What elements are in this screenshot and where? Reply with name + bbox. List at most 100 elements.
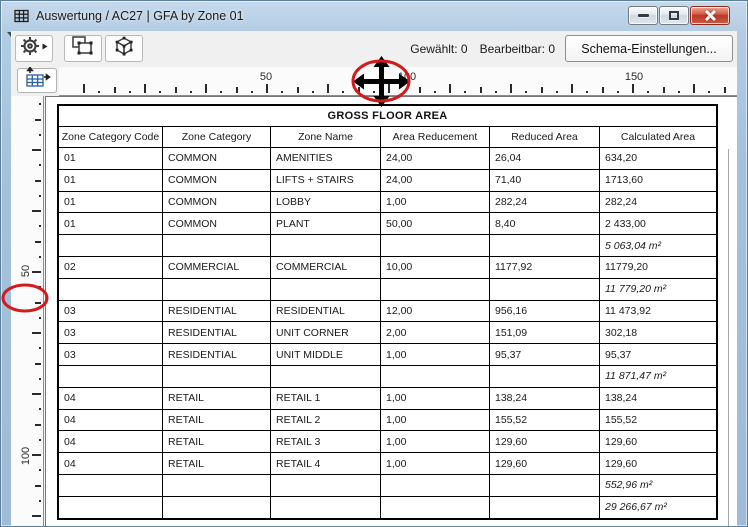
schedule-cell[interactable]: 11 779,20 m² (600, 278, 716, 300)
schedule-cell[interactable] (381, 235, 489, 256)
schedule-canvas[interactable]: GROSS FLOOR AREA Zone Category Code Zone … (45, 96, 737, 526)
schedule-cell[interactable]: 01 (59, 213, 162, 235)
schedule-cell[interactable]: COMMERCIAL (163, 256, 270, 278)
schedule-cell[interactable] (163, 496, 270, 518)
schedule-cell[interactable]: RETAIL 3 (271, 431, 380, 453)
schedule-cell[interactable] (490, 235, 599, 256)
schedule-cell[interactable]: 03 (59, 300, 162, 322)
schedule-cell[interactable]: 634,20 (600, 148, 716, 169)
schedule-cell[interactable] (59, 278, 162, 300)
schedule-cell[interactable]: 24,00 (381, 169, 489, 191)
schedule-cell[interactable]: RETAIL (163, 409, 270, 431)
minimize-button[interactable] (628, 6, 658, 25)
schedule-cell[interactable]: LIFTS + STAIRS (271, 169, 380, 191)
schedule-cell[interactable] (163, 235, 270, 256)
schedule-cell[interactable] (59, 496, 162, 518)
schedule-cell[interactable] (490, 496, 599, 518)
schedule-cell[interactable]: 24,00 (381, 148, 489, 169)
schedule-cell[interactable] (490, 474, 599, 496)
schedule-cell[interactable]: 11 871,47 m² (600, 365, 716, 387)
schedule-cell[interactable]: 155,52 (600, 409, 716, 431)
restore-button[interactable] (659, 6, 689, 25)
schedule-cell[interactable]: 04 (59, 431, 162, 453)
schedule-cell[interactable]: 11 473,92 (600, 300, 716, 322)
schedule-cell[interactable]: 04 (59, 409, 162, 431)
schedule-cell[interactable]: COMMON (163, 148, 270, 169)
schedule-cell[interactable]: 29 266,67 m² (600, 496, 716, 518)
schedule-cell[interactable]: AMENITIES (271, 148, 380, 169)
schedule-cell[interactable]: 1,00 (381, 344, 489, 365)
schedule-cell[interactable] (271, 474, 380, 496)
schedule-cell[interactable] (381, 278, 489, 300)
schedule-cell[interactable]: RETAIL 1 (271, 387, 380, 409)
schedule-cell[interactable]: 155,52 (490, 409, 599, 431)
schedule-cell[interactable]: 151,09 (490, 322, 599, 344)
schedule-cell[interactable]: RETAIL 4 (271, 453, 380, 474)
scheme-settings-menu-button[interactable] (15, 35, 53, 62)
schedule-cell[interactable] (163, 365, 270, 387)
schema-settings-button[interactable]: Schema-Einstellungen... (565, 35, 733, 62)
column-header[interactable]: Reduced Area (490, 127, 599, 147)
schedule-cell[interactable] (271, 365, 380, 387)
schedule-cell[interactable]: COMMON (163, 191, 270, 213)
schedule-cell[interactable]: COMMON (163, 169, 270, 191)
schedule-cell[interactable]: COMMERCIAL (271, 256, 380, 278)
schedule-cell[interactable]: 5 063,04 m² (600, 235, 716, 256)
vertical-ruler[interactable]: 50 100 (11, 96, 44, 526)
schedule-cell[interactable]: 138,24 (600, 387, 716, 409)
titlebar[interactable]: Auswertung / AC27 | GFA by Zone 01 (1, 1, 747, 31)
schedule-cell[interactable]: RESIDENTIAL (271, 300, 380, 322)
schedule-cell[interactable]: 8,40 (490, 213, 599, 235)
schedule-cell[interactable]: RESIDENTIAL (163, 300, 270, 322)
schedule-cell[interactable]: 03 (59, 322, 162, 344)
schedule-cell[interactable]: 04 (59, 387, 162, 409)
schedule-cell[interactable]: COMMON (163, 213, 270, 235)
schedule-cell[interactable]: 01 (59, 148, 162, 169)
schedule-cell[interactable]: 11779,20 (600, 256, 716, 278)
schedule-cell[interactable]: RETAIL (163, 431, 270, 453)
schedule-cell[interactable]: 50,00 (381, 213, 489, 235)
schedule-cell[interactable] (271, 496, 380, 518)
schedule-cell[interactable]: 2 433,00 (600, 213, 716, 235)
schedule-cell[interactable]: 552,96 m² (600, 474, 716, 496)
schedule-cell[interactable]: 1,00 (381, 431, 489, 453)
schedule-cell[interactable]: RETAIL (163, 453, 270, 474)
schedule-cell[interactable]: 10,00 (381, 256, 489, 278)
schedule-cell[interactable]: RETAIL (163, 387, 270, 409)
schedule-cell[interactable] (271, 235, 380, 256)
column-header[interactable]: Area Reducement (381, 127, 489, 147)
column-header[interactable]: Zone Name (271, 127, 380, 147)
schedule-cell[interactable]: 129,60 (490, 453, 599, 474)
schedule-cell[interactable]: LOBBY (271, 191, 380, 213)
schedule-cell[interactable]: 26,04 (490, 148, 599, 169)
select-in-plan-button[interactable] (64, 35, 102, 62)
schedule-cell[interactable] (271, 278, 380, 300)
column-header[interactable]: Zone Category (163, 127, 270, 147)
schedule-cell[interactable]: 2,00 (381, 322, 489, 344)
schedule-cell[interactable]: 1,00 (381, 453, 489, 474)
schedule-cell[interactable]: 03 (59, 344, 162, 365)
schedule-cell[interactable]: 95,37 (490, 344, 599, 365)
select-in-3d-button[interactable] (105, 35, 143, 62)
schedule-cell[interactable] (163, 278, 270, 300)
close-button[interactable] (690, 6, 730, 25)
schedule-cell[interactable] (59, 474, 162, 496)
schedule-cell[interactable] (381, 496, 489, 518)
schedule-cell[interactable]: RESIDENTIAL (163, 344, 270, 365)
schedule-cell[interactable]: 12,00 (381, 300, 489, 322)
schedule-cell[interactable] (381, 474, 489, 496)
schedule-cell[interactable]: PLANT (271, 213, 380, 235)
schedule-cell[interactable]: 956,16 (490, 300, 599, 322)
schedule-cell[interactable] (381, 365, 489, 387)
ruler-origin-button[interactable] (17, 66, 57, 93)
schedule-cell[interactable]: RESIDENTIAL (163, 322, 270, 344)
schedule-cell[interactable]: 01 (59, 169, 162, 191)
schedule-cell[interactable]: 138,24 (490, 387, 599, 409)
schedule-cell[interactable]: 71,40 (490, 169, 599, 191)
schedule-cell[interactable]: 1713,60 (600, 169, 716, 191)
schedule-cell[interactable]: RETAIL 2 (271, 409, 380, 431)
schedule-cell[interactable]: UNIT MIDDLE (271, 344, 380, 365)
schedule-cell[interactable] (490, 278, 599, 300)
schedule-cell[interactable] (163, 474, 270, 496)
schedule-cell[interactable] (59, 235, 162, 256)
